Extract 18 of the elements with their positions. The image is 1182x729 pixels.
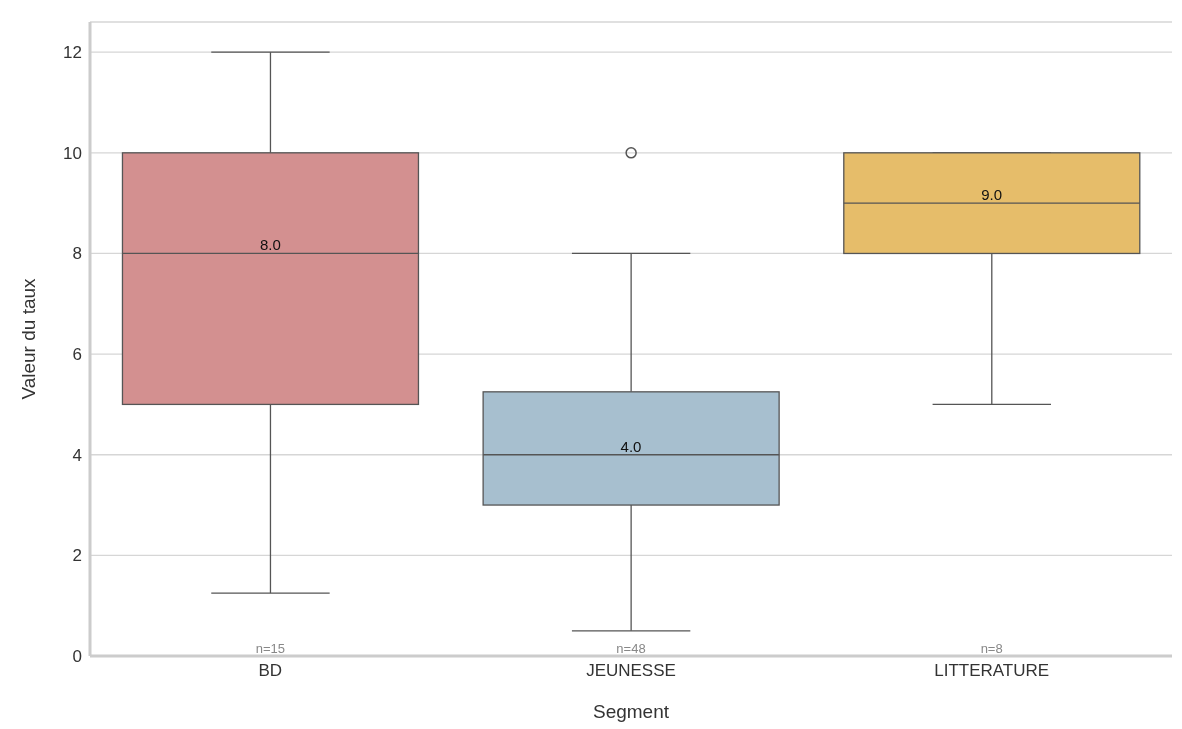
annotation: 8.0 <box>259 236 281 254</box>
y-tick-label: 8 <box>72 244 82 264</box>
x-axis-title: Segment <box>592 701 670 722</box>
y-tick-label: 12 <box>63 43 82 63</box>
annotation: 9.0 <box>981 186 1003 204</box>
y-tick-label: 6 <box>72 345 82 365</box>
annotation: n=15 <box>255 641 285 656</box>
x-tick-label: LITTERATURE <box>934 661 1050 681</box>
y-tick-label: 0 <box>72 647 82 667</box>
y-tick-label: 10 <box>63 143 82 163</box>
x-tick-label: JEUNESSE <box>586 661 676 681</box>
annotation: n=48 <box>616 641 646 656</box>
y-tick-label: 4 <box>72 445 82 465</box>
y-axis-title: Valeur du taux <box>17 277 39 400</box>
y-tick-label: 2 <box>72 546 82 566</box>
x-tick-label: BD <box>258 661 283 681</box>
annotation: n=8 <box>980 641 1003 656</box>
annotation: 4.0 <box>620 437 642 455</box>
